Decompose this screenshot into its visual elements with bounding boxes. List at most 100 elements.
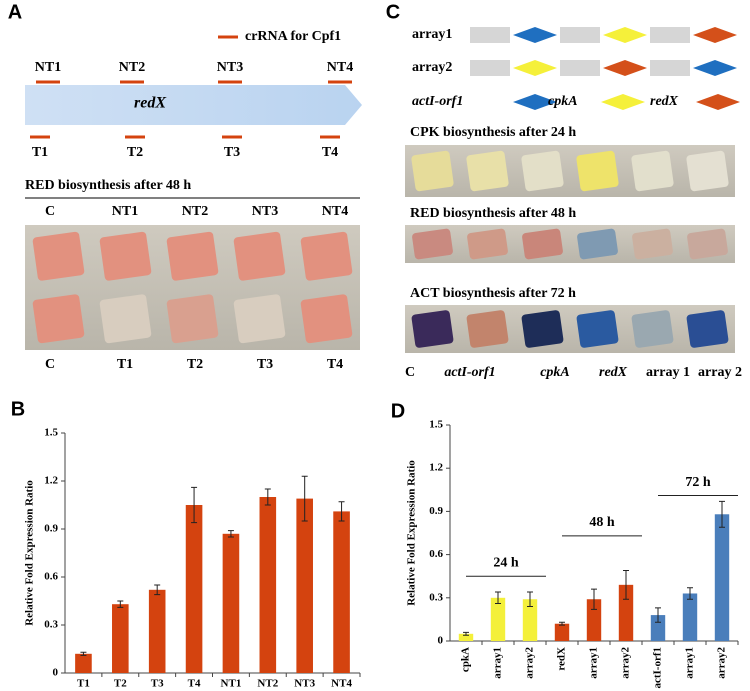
bar: [618, 584, 634, 641]
gene-diamond: [603, 60, 647, 76]
error-bar: [719, 500, 725, 528]
error-bar: [687, 587, 693, 600]
sample-patch: [687, 228, 728, 260]
sample-patch: [99, 231, 152, 281]
y-tick-label: 0: [438, 635, 444, 647]
y-tick-label: 0.9: [429, 505, 443, 517]
sample-patch: [466, 150, 509, 192]
x-tick-label: NT1: [221, 678, 242, 690]
error-bar: [623, 569, 629, 600]
sample-patch: [466, 310, 509, 348]
top-label: NT1: [112, 204, 138, 219]
gene-diamond: [696, 94, 740, 110]
nt-label: NT1: [35, 60, 61, 75]
y-tick-label: 1.5: [429, 419, 443, 431]
x-tick-label: T1: [77, 678, 90, 690]
sample-patch: [233, 231, 286, 281]
y-axis-label: Relative Fold Expression Ratio: [24, 480, 36, 626]
bar: [650, 615, 666, 641]
error-bar: [191, 486, 198, 524]
promoter-block: [650, 60, 690, 76]
photo-title: CPK biosynthesis after 24 h: [410, 125, 576, 140]
gene-diamond: [601, 94, 645, 110]
bottom-label: actI-orf1: [444, 365, 495, 380]
legend-text: crRNA for Cpf1: [245, 29, 341, 44]
photo-title: RED biosynthesis after 48 h: [410, 206, 576, 221]
sample-patch: [467, 228, 508, 260]
x-tick-label: redX: [556, 647, 568, 671]
x-tick-label: array2: [524, 647, 536, 679]
bar: [112, 604, 129, 673]
gene-arrow: [25, 85, 362, 125]
bar: [222, 533, 240, 673]
t-label: T1: [32, 145, 48, 160]
y-tick-label: 0.6: [44, 571, 58, 583]
sample-patch: [577, 228, 618, 260]
error-bar: [154, 584, 161, 596]
gene-name: redX: [134, 95, 166, 112]
sample-patch: [300, 231, 353, 281]
legend-text: actI-orf1: [412, 94, 463, 109]
top-label: NT3: [252, 204, 278, 219]
promoter-block: [470, 27, 510, 43]
bar: [75, 653, 92, 673]
sample-patch: [300, 294, 353, 344]
bottom-label: T3: [257, 357, 273, 372]
y-tick-label: 0: [53, 667, 59, 679]
array-name: array1: [412, 27, 452, 42]
bar: [333, 511, 350, 673]
sample-patch: [411, 310, 454, 348]
error-bar: [338, 501, 345, 522]
error-bar: [655, 607, 661, 623]
promoter-block: [470, 60, 510, 76]
panel-label: C: [386, 1, 400, 23]
error-bar: [301, 475, 308, 522]
group-label: 48 h: [589, 515, 615, 530]
bottom-label: T1: [117, 357, 133, 372]
nt-label: NT4: [327, 60, 353, 75]
bar: [259, 497, 277, 673]
y-tick-label: 0.3: [44, 619, 58, 631]
y-tick-label: 0.6: [429, 548, 443, 560]
nt-label: NT2: [119, 60, 145, 75]
group-label: 72 h: [685, 475, 711, 490]
x-tick-label: actI-orf1: [652, 647, 664, 689]
sample-patch: [411, 150, 454, 192]
gene-diamond: [513, 60, 557, 76]
gene-diamond: [693, 60, 737, 76]
x-tick-label: array1: [684, 647, 696, 679]
y-tick-label: 1.5: [44, 427, 58, 439]
top-label: C: [45, 204, 55, 219]
top-label: NT2: [182, 204, 208, 219]
plate-photo: [405, 225, 735, 263]
promoter-block: [560, 60, 600, 76]
bar: [554, 623, 570, 641]
y-tick-label: 0.3: [429, 591, 443, 603]
error-bar: [559, 621, 565, 626]
error-bar: [463, 631, 469, 636]
top-label: NT4: [322, 204, 348, 219]
sample-patch: [32, 231, 85, 281]
error-bar: [527, 591, 533, 607]
legend-text: cpkA: [548, 94, 578, 109]
sample-patch: [521, 150, 564, 192]
sample-patch: [686, 310, 729, 348]
error-bar: [264, 488, 271, 506]
t-label: T2: [127, 145, 143, 160]
bottom-label: C: [405, 365, 415, 380]
x-tick-label: NT2: [257, 678, 278, 690]
sample-patch: [576, 150, 619, 192]
panel-label: B: [11, 398, 25, 420]
bar: [714, 514, 730, 641]
x-tick-label: T2: [114, 678, 127, 690]
sample-patch: [233, 294, 286, 344]
gene-diamond: [603, 27, 647, 43]
bottom-label: redX: [599, 365, 628, 380]
bar: [586, 599, 602, 641]
x-tick-label: T4: [188, 678, 201, 690]
bottom-label: C: [45, 357, 55, 372]
bar: [458, 633, 474, 641]
legend-text: redX: [650, 94, 679, 109]
